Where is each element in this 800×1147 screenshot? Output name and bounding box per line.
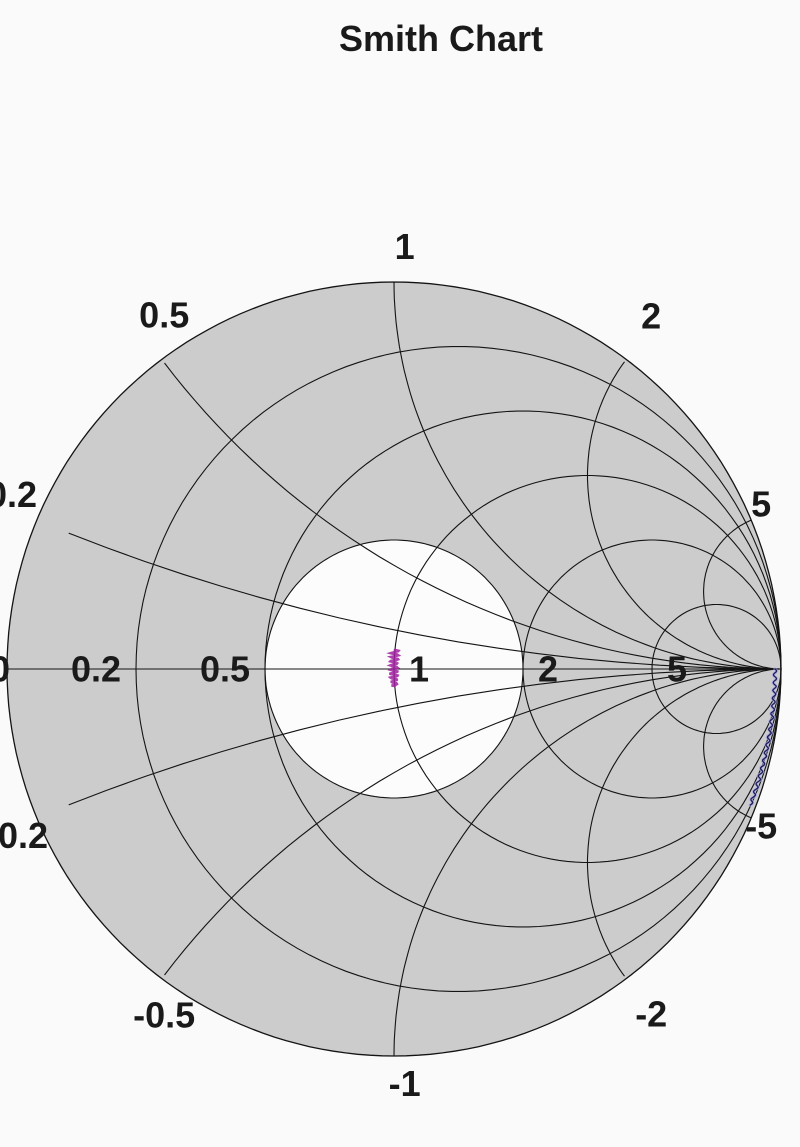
svg-text:0.2: 0.2 bbox=[0, 474, 37, 515]
svg-text:-0.2: -0.2 bbox=[0, 815, 48, 856]
svg-text:-1: -1 bbox=[389, 1063, 421, 1104]
svg-text:0.2: 0.2 bbox=[71, 649, 121, 690]
svg-text:0.5: 0.5 bbox=[200, 649, 250, 690]
svg-text:-0.5: -0.5 bbox=[133, 995, 195, 1036]
svg-text:2: 2 bbox=[538, 649, 558, 690]
svg-text:5: 5 bbox=[667, 649, 687, 690]
svg-text:1: 1 bbox=[395, 226, 415, 267]
svg-text:5: 5 bbox=[751, 483, 771, 524]
svg-text:0.5: 0.5 bbox=[139, 294, 189, 335]
svg-text:2: 2 bbox=[641, 296, 661, 337]
svg-text:-5: -5 bbox=[745, 806, 777, 847]
svg-text:0: 0 bbox=[0, 649, 10, 690]
svg-text:1: 1 bbox=[409, 649, 429, 690]
svg-text:-2: -2 bbox=[635, 993, 667, 1034]
